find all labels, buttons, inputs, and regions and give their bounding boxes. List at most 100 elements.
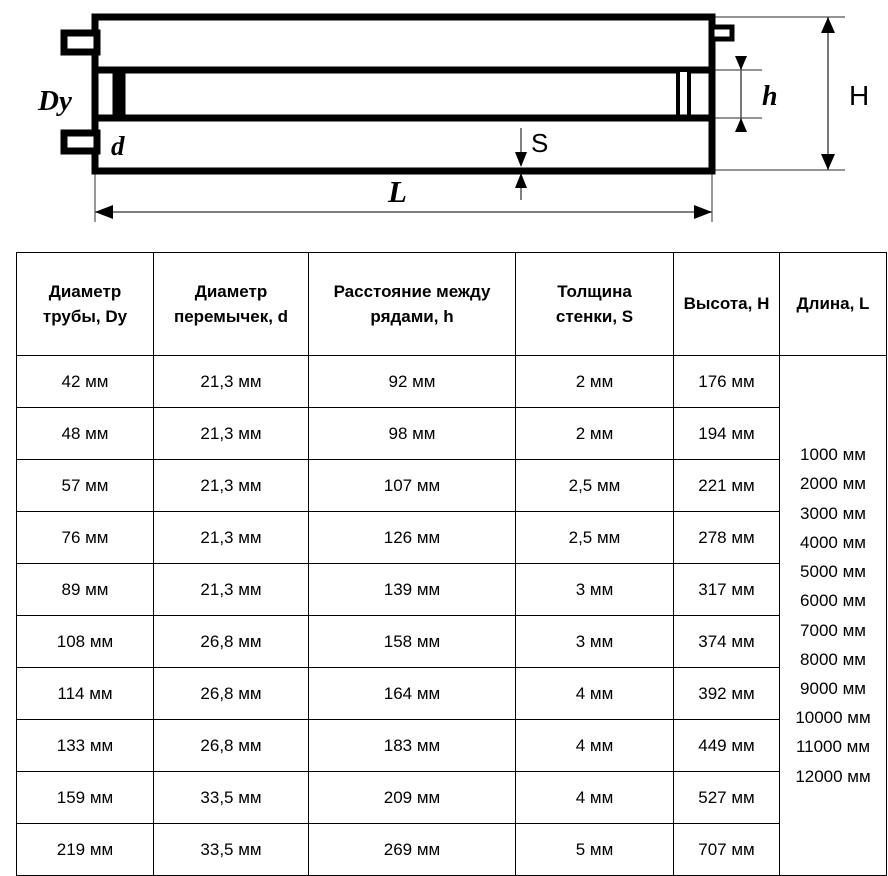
cell-dy: 219 мм bbox=[16, 823, 154, 876]
table-row: 57 мм 21,3 мм 107 мм 2,5 мм 221 мм bbox=[16, 459, 887, 512]
cell-row-spacing: 107 мм bbox=[308, 459, 516, 512]
table-row: 48 мм 21,3 мм 98 мм 2 мм 194 мм bbox=[16, 407, 887, 460]
cell-dy: 114 мм bbox=[16, 667, 154, 720]
cell-height: 449 мм bbox=[673, 719, 780, 772]
length-option: 2000 мм bbox=[800, 474, 866, 494]
length-option: 1000 мм bbox=[800, 445, 866, 465]
column-header-dy: Диаметр трубы, Dy bbox=[16, 252, 154, 356]
label-height: H bbox=[849, 80, 869, 111]
cell-d: 33,5 мм bbox=[153, 771, 309, 824]
table-row: 159 мм 33,5 мм 209 мм 4 мм 527 мм bbox=[16, 771, 887, 824]
cell-wall-thickness: 2,5 мм bbox=[515, 459, 674, 512]
cell-height: 527 мм bbox=[673, 771, 780, 824]
cell-dy: 133 мм bbox=[16, 719, 154, 772]
cell-d: 33,5 мм bbox=[153, 823, 309, 876]
cell-length-merged: 1000 мм 2000 мм 3000 мм 4000 мм 5000 мм … bbox=[779, 355, 887, 876]
cell-wall-thickness: 2 мм bbox=[515, 355, 674, 408]
table-row: 114 мм 26,8 мм 164 мм 4 мм 392 мм bbox=[16, 667, 887, 720]
right-bridge bbox=[676, 68, 691, 120]
cell-dy: 89 мм bbox=[16, 563, 154, 616]
cell-wall-thickness: 4 мм bbox=[515, 719, 674, 772]
table-row: 76 мм 21,3 мм 126 мм 2,5 мм 278 мм bbox=[16, 511, 887, 564]
upper-right-stub bbox=[709, 24, 735, 42]
cell-row-spacing: 183 мм bbox=[308, 719, 516, 772]
cell-d: 21,3 мм bbox=[153, 511, 309, 564]
cell-wall-thickness: 5 мм bbox=[515, 823, 674, 876]
label-h: h bbox=[762, 81, 778, 112]
cell-row-spacing: 158 мм bbox=[308, 615, 516, 668]
cell-row-spacing: 209 мм bbox=[308, 771, 516, 824]
dimension-h bbox=[735, 56, 747, 132]
table-row: 133 мм 26,8 мм 183 мм 4 мм 449 мм bbox=[16, 719, 887, 772]
table-row: 42 мм 21,3 мм 92 мм 2 мм 176 мм 1000 мм … bbox=[16, 355, 887, 876]
header-line-1: Высота, H bbox=[683, 294, 770, 314]
column-header-d: Диаметр перемычек, d bbox=[153, 252, 309, 356]
cell-height: 392 мм bbox=[673, 667, 780, 720]
cell-wall-thickness: 2 мм bbox=[515, 407, 674, 460]
cell-d: 21,3 мм bbox=[153, 407, 309, 460]
cell-height: 707 мм bbox=[673, 823, 780, 876]
dimension-length bbox=[95, 205, 712, 219]
label-wall-thickness: S bbox=[531, 128, 548, 158]
dimension-wall-thickness bbox=[515, 128, 527, 200]
dimension-height bbox=[821, 17, 835, 170]
cell-wall-thickness: 3 мм bbox=[515, 615, 674, 668]
cell-height: 374 мм bbox=[673, 615, 780, 668]
cell-d: 26,8 мм bbox=[153, 615, 309, 668]
length-option: 3000 мм bbox=[800, 503, 866, 523]
upper-pipe bbox=[91, 13, 716, 74]
header-line-1: Диаметр bbox=[48, 281, 122, 301]
cell-row-spacing: 92 мм bbox=[308, 355, 516, 408]
length-option: 8000 мм bbox=[800, 649, 866, 669]
length-option: 9000 мм bbox=[800, 678, 866, 698]
header-line-2: рядами, h bbox=[370, 307, 454, 326]
cell-dy: 42 мм bbox=[16, 355, 154, 408]
header-line-1: Расстояние между bbox=[333, 281, 491, 301]
left-bridge bbox=[112, 69, 126, 119]
cell-height: 317 мм bbox=[673, 563, 780, 616]
cell-height: 176 мм bbox=[673, 355, 780, 408]
label-length: L bbox=[387, 174, 407, 209]
spec-table-container: Диаметр трубы, Dy Диаметр перемычек, d Р… bbox=[16, 252, 887, 876]
cell-height: 221 мм bbox=[673, 459, 780, 512]
cell-row-spacing: 126 мм bbox=[308, 511, 516, 564]
length-option: 7000 мм bbox=[800, 620, 866, 640]
cell-row-spacing: 139 мм bbox=[308, 563, 516, 616]
technical-drawing: Dy d h H L S bbox=[0, 0, 888, 240]
spec-table: Диаметр трубы, Dy Диаметр перемычек, d Р… bbox=[16, 252, 887, 876]
cell-dy: 57 мм bbox=[16, 459, 154, 512]
length-option: 12000 мм bbox=[795, 766, 871, 786]
length-option: 6000 мм bbox=[800, 591, 866, 611]
header-line-1: Длина, L bbox=[796, 294, 870, 314]
cell-d: 21,3 мм bbox=[153, 459, 309, 512]
lower-left-stub bbox=[60, 129, 101, 155]
cell-d: 21,3 мм bbox=[153, 355, 309, 408]
table-row: 108 мм 26,8 мм 158 мм 3 мм 374 мм bbox=[16, 615, 887, 668]
cell-dy: 108 мм bbox=[16, 615, 154, 668]
cell-d: 21,3 мм bbox=[153, 563, 309, 616]
column-header-wall-thickness: Толщина стенки, S bbox=[515, 252, 674, 356]
length-option: 4000 мм bbox=[800, 532, 866, 552]
label-dy: Dy bbox=[37, 85, 72, 117]
cell-row-spacing: 164 мм bbox=[308, 667, 516, 720]
column-header-length: Длина, L bbox=[779, 252, 887, 356]
cell-d: 26,8 мм bbox=[153, 719, 309, 772]
table-row: 89 мм 21,3 мм 139 мм 3 мм 317 мм bbox=[16, 563, 887, 616]
cell-row-spacing: 269 мм bbox=[308, 823, 516, 876]
cell-dy: 76 мм bbox=[16, 511, 154, 564]
label-d: d bbox=[111, 131, 125, 161]
header-line-2: трубы, Dy bbox=[42, 307, 128, 326]
length-options-list: 1000 мм 2000 мм 3000 мм 4000 мм 5000 мм … bbox=[784, 358, 882, 873]
header-line-1: Диаметр bbox=[194, 281, 268, 301]
column-header-row-spacing: Расстояние между рядами, h bbox=[308, 252, 516, 356]
cell-height: 194 мм bbox=[673, 407, 780, 460]
upper-left-stub bbox=[60, 29, 101, 56]
header-line-2: стенки, S bbox=[555, 307, 634, 326]
table-head: Диаметр трубы, Dy Диаметр перемычек, d Р… bbox=[16, 252, 887, 356]
cell-wall-thickness: 4 мм bbox=[515, 667, 674, 720]
cell-wall-thickness: 4 мм bbox=[515, 771, 674, 824]
length-option: 11000 мм bbox=[795, 737, 871, 757]
length-option: 5000 мм bbox=[800, 562, 866, 582]
lower-pipe bbox=[91, 114, 716, 175]
